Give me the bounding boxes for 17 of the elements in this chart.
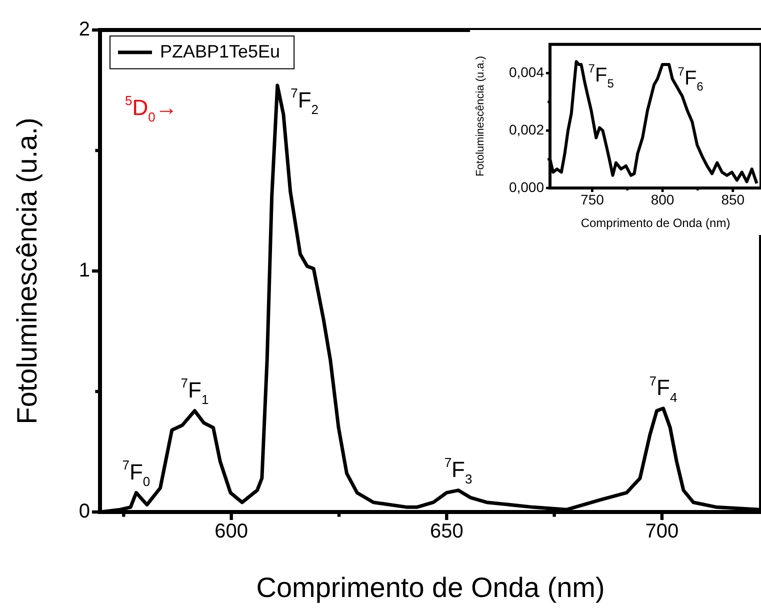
x-tick-label: 850 <box>721 191 745 208</box>
y-axis-title: Fotoluminescência (u.a.) <box>12 118 43 424</box>
x-axis-title: Comprimento de Onda (nm) <box>256 572 605 603</box>
y-tick-label: 0,004 <box>508 64 544 80</box>
y-tick-label: 2 <box>78 18 90 41</box>
x-tick-label: 600 <box>214 520 248 543</box>
legend-label: PZABP1Te5Eu <box>160 41 280 62</box>
y-tick-label: 0,002 <box>508 121 544 138</box>
y-tick-label: 0,000 <box>508 178 544 195</box>
y-tick-label: 0 <box>78 500 90 523</box>
x-tick-label: 800 <box>650 191 674 208</box>
x-tick-label: 750 <box>580 191 604 208</box>
x-tick-label: 700 <box>645 520 679 543</box>
y-tick-label: 1 <box>78 260 90 282</box>
y-axis-title: Fotoluminescência (u.a.) <box>474 56 487 176</box>
x-axis-title: Comprimento de Onda (nm) <box>580 216 730 230</box>
x-tick-label: 650 <box>430 520 464 543</box>
